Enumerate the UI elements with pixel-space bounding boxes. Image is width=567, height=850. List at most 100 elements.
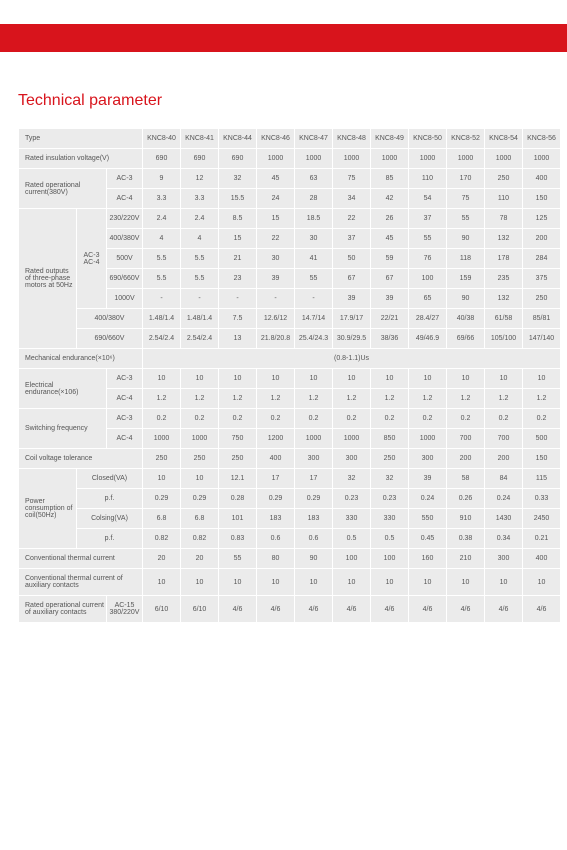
cell: 200 bbox=[447, 449, 485, 469]
cell: 2.54/2.4 bbox=[181, 329, 219, 349]
cell: 300 bbox=[485, 549, 523, 569]
cell: 54 bbox=[409, 189, 447, 209]
cell: 63 bbox=[295, 169, 333, 189]
cell: 10 bbox=[523, 569, 561, 596]
cell: 300 bbox=[333, 449, 371, 469]
cell: 1000 bbox=[409, 149, 447, 169]
cell: 4 bbox=[143, 229, 181, 249]
row-label: Mechanical endurance(×10⁶) bbox=[19, 349, 143, 369]
cell: 1.2 bbox=[219, 389, 257, 409]
cell: 115 bbox=[523, 469, 561, 489]
cell: 84 bbox=[485, 469, 523, 489]
row-label: Rated operational current of auxiliary c… bbox=[19, 596, 107, 623]
row-label: Rated outputs of three-phase motors at 5… bbox=[19, 209, 77, 349]
cell: 45 bbox=[257, 169, 295, 189]
cell: 0.2 bbox=[257, 409, 295, 429]
cell: 7.5 bbox=[219, 309, 257, 329]
cell: 3.3 bbox=[143, 189, 181, 209]
cell: 10 bbox=[295, 369, 333, 389]
cell: 690 bbox=[143, 149, 181, 169]
cell: 1.2 bbox=[295, 389, 333, 409]
cell: 8.5 bbox=[219, 209, 257, 229]
cell: 1.2 bbox=[143, 389, 181, 409]
cell: 17 bbox=[257, 469, 295, 489]
cell: 32 bbox=[371, 469, 409, 489]
cell: 45 bbox=[371, 229, 409, 249]
cell: 55 bbox=[409, 229, 447, 249]
cell: 10 bbox=[143, 469, 181, 489]
cell: 2.4 bbox=[181, 209, 219, 229]
col-header: KNC8-44 bbox=[219, 129, 257, 149]
cell: 150 bbox=[523, 189, 561, 209]
cell: 0.29 bbox=[295, 489, 333, 509]
cell: 0.24 bbox=[409, 489, 447, 509]
volt-label: 1000V bbox=[107, 289, 143, 309]
cell: 4/6 bbox=[257, 596, 295, 623]
col-header: KNC8-46 bbox=[257, 129, 295, 149]
page-title: Technical parameter bbox=[18, 92, 567, 110]
cell: 0.34 bbox=[485, 529, 523, 549]
cell: 1000 bbox=[333, 429, 371, 449]
cell: 61/58 bbox=[485, 309, 523, 329]
cell: AC-3 bbox=[107, 169, 143, 189]
cell: 200 bbox=[523, 229, 561, 249]
cell: 0.2 bbox=[485, 409, 523, 429]
cell: - bbox=[295, 289, 333, 309]
row-label: Type bbox=[19, 129, 143, 149]
cell: 250 bbox=[219, 449, 257, 469]
cell: 400 bbox=[257, 449, 295, 469]
volt-label: 230/220V bbox=[107, 209, 143, 229]
cell: 90 bbox=[447, 289, 485, 309]
cell: 10 bbox=[257, 569, 295, 596]
table-wrapper: TypeKNC8-40KNC8-41KNC8-44KNC8-46KNC8-47K… bbox=[0, 128, 567, 643]
span-val: (0.8-1.1)Us bbox=[143, 349, 561, 369]
cell: 30 bbox=[295, 229, 333, 249]
cell: 26 bbox=[371, 209, 409, 229]
row-label: Conventional thermal current bbox=[19, 549, 143, 569]
cell: 12.1 bbox=[219, 469, 257, 489]
volt-label: 500V bbox=[107, 249, 143, 269]
cell: 4/6 bbox=[409, 596, 447, 623]
cell: 0.23 bbox=[371, 489, 409, 509]
cell: 1000 bbox=[447, 149, 485, 169]
sub-label: p.f. bbox=[77, 489, 143, 509]
cell: 118 bbox=[447, 249, 485, 269]
cell: 5.5 bbox=[181, 269, 219, 289]
cell: 39 bbox=[257, 269, 295, 289]
cell: 0.83 bbox=[219, 529, 257, 549]
cell: 690 bbox=[219, 149, 257, 169]
cell: 9 bbox=[143, 169, 181, 189]
row-label: Coil voltage tolerance bbox=[19, 449, 143, 469]
cell: 850 bbox=[371, 429, 409, 449]
cell: AC-4 bbox=[107, 189, 143, 209]
cell: 1.2 bbox=[333, 389, 371, 409]
volt-label: 690/660V bbox=[77, 329, 143, 349]
cell: 0.82 bbox=[143, 529, 181, 549]
cell: 0.2 bbox=[523, 409, 561, 429]
cell: 0.2 bbox=[447, 409, 485, 429]
cell: 67 bbox=[333, 269, 371, 289]
cell: 250 bbox=[143, 449, 181, 469]
cell: 28 bbox=[295, 189, 333, 209]
cell: 250 bbox=[485, 169, 523, 189]
cell: 0.45 bbox=[409, 529, 447, 549]
cell: 24 bbox=[257, 189, 295, 209]
cell: 37 bbox=[409, 209, 447, 229]
cell: 75 bbox=[447, 189, 485, 209]
cell: AC-4 bbox=[107, 389, 143, 409]
cell: 5.5 bbox=[143, 249, 181, 269]
cell: 5.5 bbox=[181, 249, 219, 269]
cell: 250 bbox=[371, 449, 409, 469]
cell: 1.2 bbox=[485, 389, 523, 409]
cell: 110 bbox=[485, 189, 523, 209]
cell: 85/81 bbox=[523, 309, 561, 329]
cell: 400 bbox=[523, 169, 561, 189]
cell: 2.54/2.4 bbox=[143, 329, 181, 349]
cell: - bbox=[143, 289, 181, 309]
cell: 0.2 bbox=[371, 409, 409, 429]
cell: 10 bbox=[143, 369, 181, 389]
cell: 100 bbox=[371, 549, 409, 569]
cell: 90 bbox=[447, 229, 485, 249]
row-label: Electrical endurance(×106) bbox=[19, 369, 107, 409]
row-label: Power consumption of coil(50Hz) bbox=[19, 469, 77, 549]
